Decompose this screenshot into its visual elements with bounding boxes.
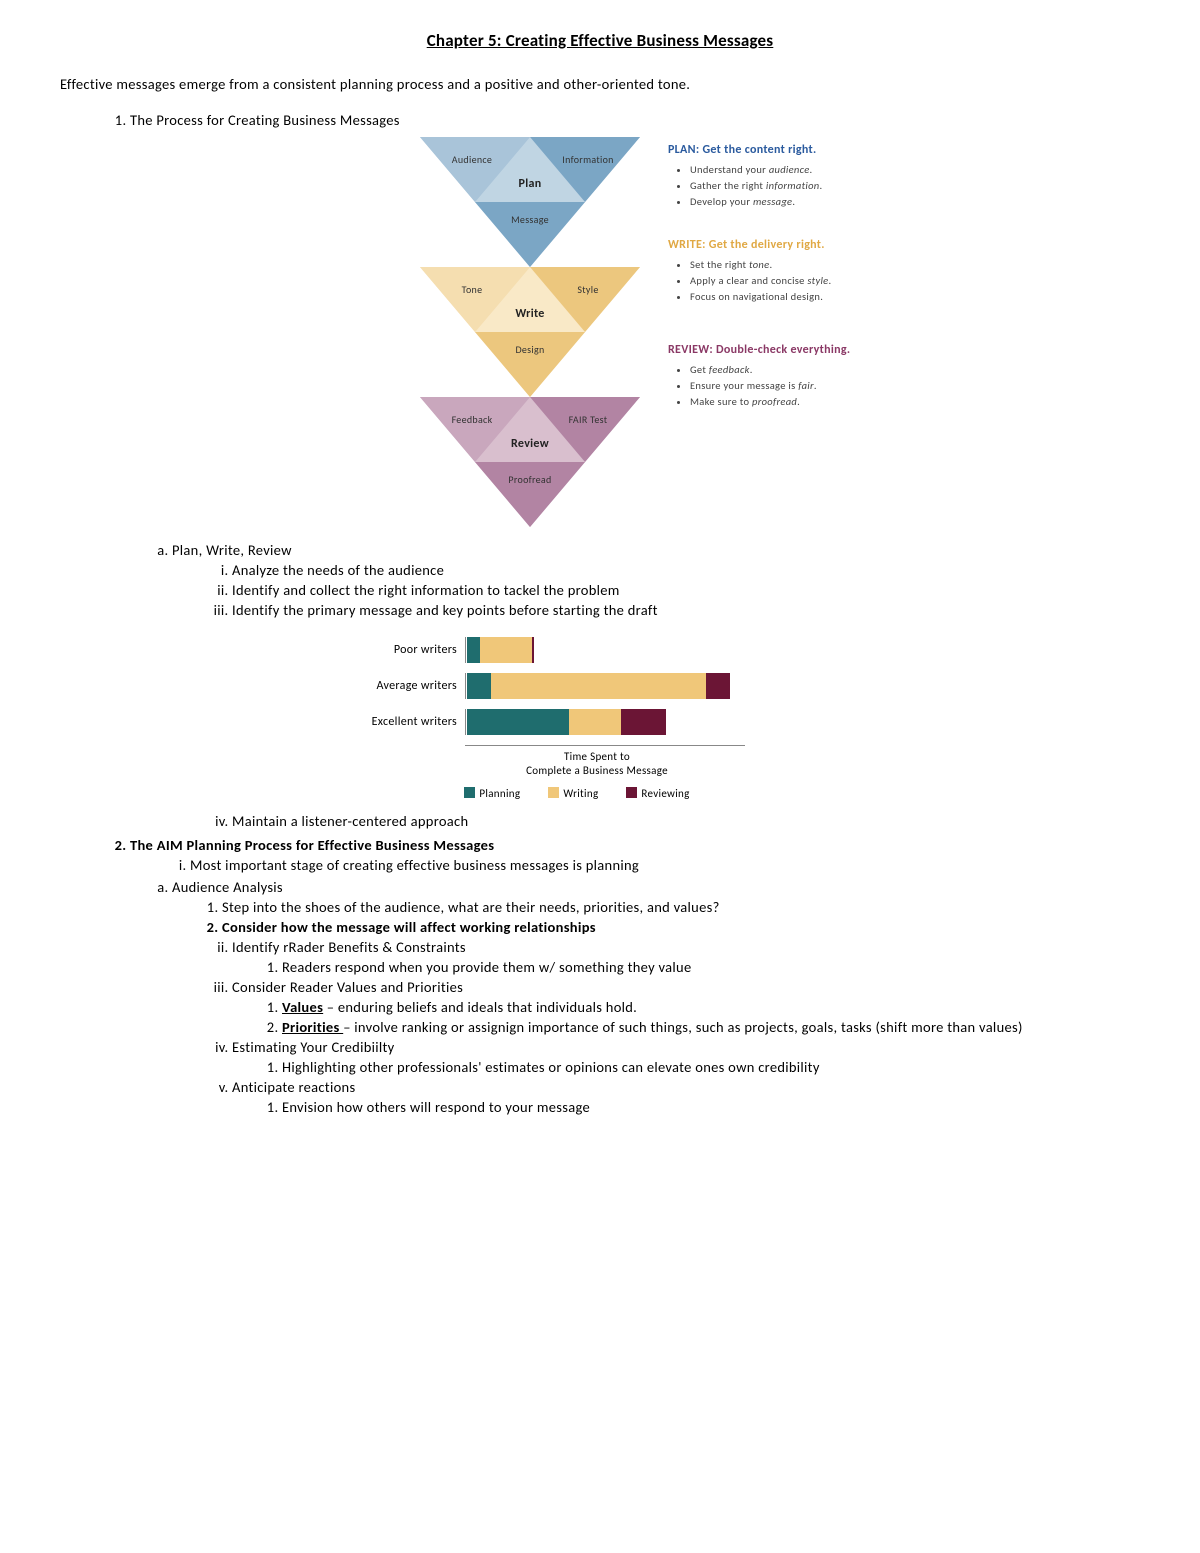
sec2-a: Audience Analysis Step into the shoes of… bbox=[172, 878, 1140, 1116]
write-title: WRITE: Get the delivery right. bbox=[668, 238, 850, 252]
review-bullet-3: Make sure to proofread. bbox=[690, 395, 850, 408]
sec2-a-1: Step into the shoes of the audience, wha… bbox=[222, 898, 1140, 916]
review-bullet-2: Ensure your message is fair. bbox=[690, 379, 850, 392]
sec1-a-iii: Identify the primary message and key poi… bbox=[232, 601, 1140, 619]
sec1-a-ii: Identify and collect the right informati… bbox=[232, 581, 1140, 599]
time-spent-chart: Poor writers Average writers Excellent w… bbox=[342, 637, 772, 800]
intro-text: Effective messages emerge from a consist… bbox=[60, 75, 1140, 93]
sec2-i: Most important stage of creating effecti… bbox=[190, 856, 1140, 874]
sec2-iv: Estimating Your Credibiilty Highlighting… bbox=[232, 1038, 1140, 1076]
plan-bullet-2: Gather the right information. bbox=[690, 179, 850, 192]
write-bullet-1: Set the right tone. bbox=[690, 258, 850, 271]
sec2-iii: Consider Reader Values and Priorities Va… bbox=[232, 978, 1140, 1036]
triangles-column: Audience Information Plan Message Tone S… bbox=[420, 137, 640, 527]
sec2-iv-1: Highlighting other professionals' estima… bbox=[282, 1058, 1140, 1076]
sec2-a-2: Consider how the message will affect wor… bbox=[222, 918, 1140, 936]
write-block: WRITE: Get the delivery right. Set the r… bbox=[668, 238, 850, 303]
review-bullet-1: Get feedback. bbox=[690, 363, 850, 376]
sec1-a: Plan, Write, Review Analyze the needs of… bbox=[172, 541, 1140, 830]
page-title: Chapter 5: Creating Effective Business M… bbox=[60, 30, 1140, 51]
plan-title: PLAN: Get the content right. bbox=[668, 143, 850, 157]
sec1-a-i: Analyze the needs of the audience bbox=[232, 561, 1140, 579]
sec1-a-iv: Maintain a listener-centered approach bbox=[232, 812, 1140, 830]
sec2-ii: Identify rRader Benefits & Constraints R… bbox=[232, 938, 1140, 976]
section-2: The AIM Planning Process for Effective B… bbox=[130, 836, 1140, 1116]
sec2-ii-1: Readers respond when you provide them w/… bbox=[282, 958, 1140, 976]
section-1: The Process for Creating Business Messag… bbox=[130, 111, 1140, 830]
sec2-v: Anticipate reactions Envision how others… bbox=[232, 1078, 1140, 1116]
write-bullet-3: Focus on navigational design. bbox=[690, 290, 850, 303]
sec1-heading: The Process for Creating Business Messag… bbox=[130, 111, 400, 129]
review-title: REVIEW: Double-check everything. bbox=[668, 343, 850, 357]
sec2-v-1: Envision how others will respond to your… bbox=[282, 1098, 1140, 1116]
triangle-diagram: Audience Information Plan Message Tone S… bbox=[420, 137, 1140, 527]
plan-bullet-3: Develop your message. bbox=[690, 195, 850, 208]
plan-bullet-1: Understand your audience. bbox=[690, 163, 850, 176]
main-list: The Process for Creating Business Messag… bbox=[60, 111, 1140, 1116]
review-block: REVIEW: Double-check everything. Get fee… bbox=[668, 343, 850, 408]
plan-block: PLAN: Get the content right. Understand … bbox=[668, 143, 850, 208]
sec2-iii-2: Priorities – involve ranking or assignig… bbox=[282, 1018, 1140, 1036]
sec2-iii-1: Values – enduring beliefs and ideals tha… bbox=[282, 998, 1140, 1016]
write-bullet-2: Apply a clear and concise style. bbox=[690, 274, 850, 287]
diagram-side-text: PLAN: Get the content right. Understand … bbox=[668, 137, 850, 438]
